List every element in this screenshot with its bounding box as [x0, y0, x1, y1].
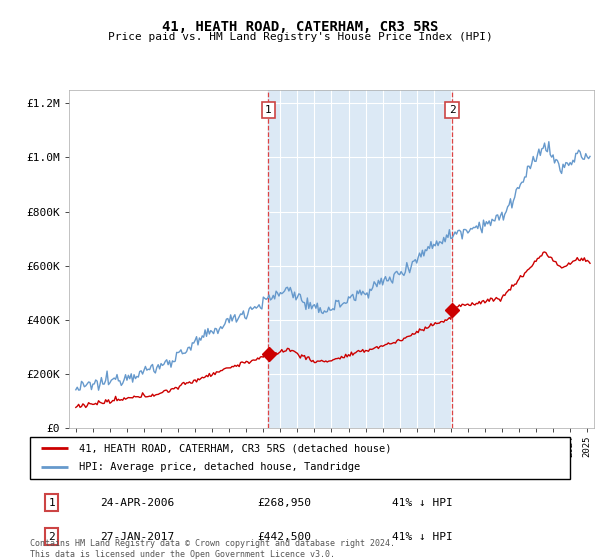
Text: Contains HM Land Registry data © Crown copyright and database right 2024.
This d: Contains HM Land Registry data © Crown c…	[30, 539, 395, 559]
Text: 41% ↓ HPI: 41% ↓ HPI	[392, 532, 452, 542]
Text: 1: 1	[265, 105, 272, 115]
Text: £442,500: £442,500	[257, 532, 311, 542]
Text: Price paid vs. HM Land Registry's House Price Index (HPI): Price paid vs. HM Land Registry's House …	[107, 32, 493, 43]
Text: 2: 2	[48, 532, 55, 542]
Text: 27-JAN-2017: 27-JAN-2017	[100, 532, 175, 542]
Text: HPI: Average price, detached house, Tandridge: HPI: Average price, detached house, Tand…	[79, 463, 360, 473]
Text: 41, HEATH ROAD, CATERHAM, CR3 5RS (detached house): 41, HEATH ROAD, CATERHAM, CR3 5RS (detac…	[79, 443, 391, 453]
Text: 1: 1	[48, 498, 55, 508]
Text: 24-APR-2006: 24-APR-2006	[100, 498, 175, 508]
FancyBboxPatch shape	[30, 437, 570, 479]
Bar	[268, 90, 452, 428]
Text: 41% ↓ HPI: 41% ↓ HPI	[392, 498, 452, 508]
Text: 41, HEATH ROAD, CATERHAM, CR3 5RS: 41, HEATH ROAD, CATERHAM, CR3 5RS	[162, 20, 438, 34]
Text: 2: 2	[449, 105, 455, 115]
Text: £268,950: £268,950	[257, 498, 311, 508]
